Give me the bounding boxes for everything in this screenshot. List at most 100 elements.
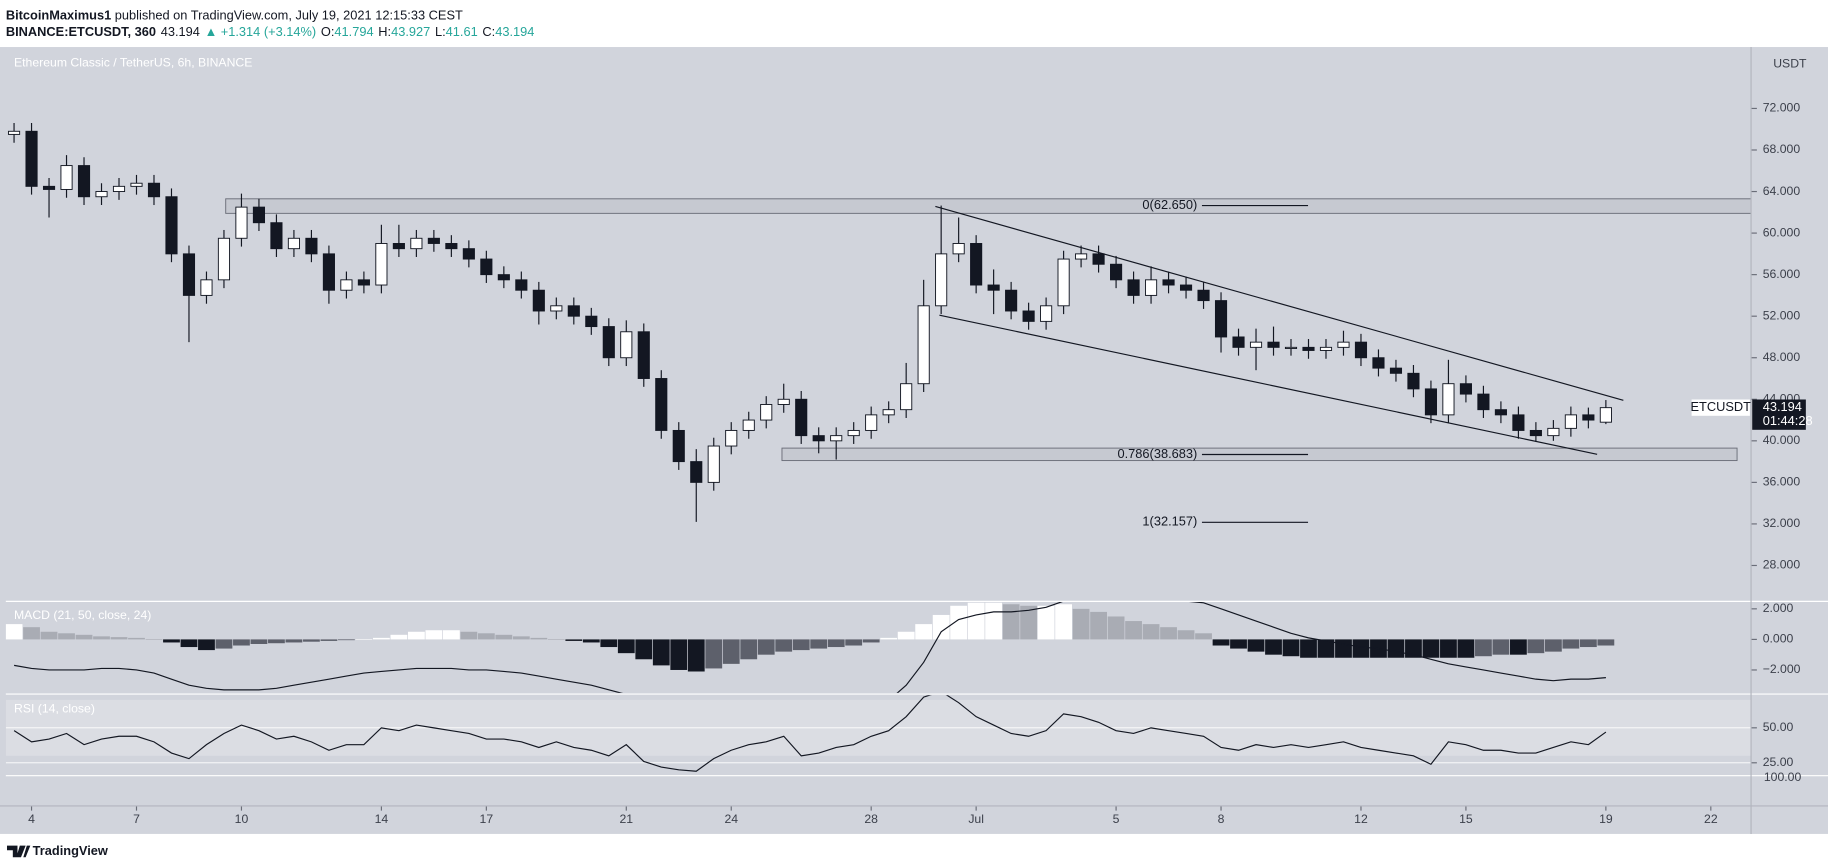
candle-body (917, 305, 930, 385)
macd-bar (792, 639, 810, 651)
y-tick-label: 28.000 (1763, 558, 1801, 572)
macd-bar (163, 639, 180, 643)
macd-bar (1125, 621, 1142, 640)
candle-body (427, 237, 440, 244)
zone (225, 198, 1752, 214)
macd-bar (1230, 639, 1247, 649)
macd-bar (1457, 639, 1475, 658)
macd-bar (1317, 639, 1335, 658)
x-tick-label: Jul (968, 812, 984, 826)
candle-body (235, 206, 248, 239)
y-tick-label: 68.000 (1763, 142, 1801, 156)
candle-body (620, 331, 633, 359)
y-tick-label: 52.000 (1763, 308, 1801, 322)
macd-bar (1440, 639, 1457, 658)
y-tick-label: 50.00 (1763, 720, 1794, 734)
candle-body (865, 414, 878, 431)
macd-bar (670, 639, 688, 670)
macd-bar (268, 639, 285, 644)
macd-bar (145, 639, 163, 640)
macd-bar (320, 639, 338, 641)
header-bg (0, 3, 1828, 48)
candle-body (95, 191, 108, 198)
candle-body (970, 243, 983, 286)
macd-bar (547, 639, 565, 640)
x-tick-label: 17 (480, 812, 494, 826)
macd-bar (1562, 639, 1580, 649)
macd-bar (880, 637, 898, 640)
candle-body (462, 248, 475, 260)
macd-bar (460, 631, 478, 640)
candle-body (252, 206, 266, 224)
y-tick-label: 60.000 (1763, 225, 1801, 239)
fib-label: 0.786(38.683) (1117, 446, 1197, 461)
candle-body (515, 279, 528, 291)
candle-body (550, 305, 563, 312)
x-tick-label: 4 (28, 812, 35, 826)
macd-bar (897, 631, 915, 640)
candle-body (1005, 289, 1018, 312)
y-tick-label: 32.000 (1763, 516, 1801, 530)
macd-bar (967, 602, 985, 640)
candle-body (1144, 279, 1158, 296)
candle-body (1319, 346, 1333, 351)
rsi-line (13, 695, 1607, 772)
candle-body (322, 253, 335, 291)
macd-bar (1405, 639, 1422, 658)
macd-bar (110, 637, 128, 640)
countdown: 01:44:28 (1763, 413, 1813, 428)
macd-bar (40, 631, 58, 640)
macd-title: MACD (21, 50, close, 24) (14, 608, 151, 622)
candle-body (1442, 383, 1455, 416)
candle-body (1547, 427, 1560, 437)
published: published on TradingView.com, July 19, 2… (111, 8, 463, 23)
up-arrow: ▲ (205, 24, 218, 39)
ohlc-label: L: (435, 24, 446, 39)
macd-bar (1422, 639, 1440, 658)
candle-body (147, 182, 161, 198)
x-tick-label: 24 (724, 812, 738, 826)
candle-body (1075, 253, 1088, 260)
symbol-tag-bg (1691, 399, 1750, 416)
x-tick-label: 10 (235, 812, 249, 826)
macd-bar (512, 636, 530, 640)
y-tick-label: 2.000 (1763, 601, 1794, 615)
candle-body (357, 279, 370, 286)
candle-body (812, 435, 825, 442)
macd-bar (425, 630, 443, 640)
symbol-line: BINANCE:ETCUSDT, 360 43.194 ▲ +1.314 (+3.14… (6, 24, 535, 39)
macd-bar (285, 639, 303, 643)
candle-body (637, 331, 650, 379)
macd-bar (1177, 630, 1195, 640)
candle-body (707, 445, 720, 483)
macd-bar (1492, 639, 1510, 655)
candle-body (900, 383, 913, 411)
candle-body (1494, 409, 1507, 416)
candle-body (882, 409, 895, 416)
macd-pane (5, 601, 1615, 693)
macd-bar (845, 639, 863, 646)
macd-bar (757, 639, 775, 655)
macd-bar (75, 634, 93, 640)
candle-body (1302, 346, 1315, 351)
macd-bar (985, 602, 1003, 640)
y-tick-label: 56.000 (1763, 267, 1801, 281)
price-pane: 0(62.650) 0.786(38.683) 1(32.157) (7, 122, 1752, 529)
symbol: BINANCE:ETCUSDT, 360 (6, 24, 156, 39)
macd-bar (1335, 639, 1352, 658)
macd-bar (1247, 639, 1265, 652)
macd-line (14, 601, 1606, 693)
candle-body (410, 237, 423, 250)
macd-bar (355, 639, 373, 640)
candle-body (480, 258, 493, 276)
ohlc-value: 43.927 (391, 24, 430, 39)
ohlc-label: C: (482, 24, 495, 39)
ohlc-value: 41.61 (446, 24, 478, 39)
candle-body (392, 243, 405, 250)
y-tick-label: 0.000 (1763, 632, 1794, 646)
fib-label: 1(32.157) (1142, 514, 1197, 529)
candle-body (1110, 263, 1123, 281)
macd-bar (810, 639, 828, 649)
